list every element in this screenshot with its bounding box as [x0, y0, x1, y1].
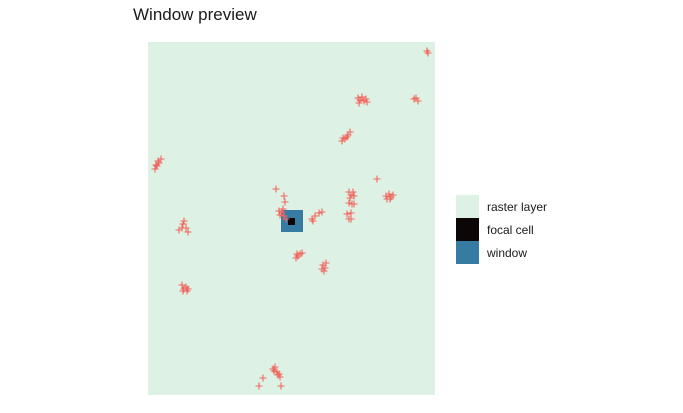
point-marker [345, 199, 353, 207]
point-marker [386, 195, 394, 203]
legend-label-raster: raster layer [487, 199, 548, 214]
point-marker [179, 220, 187, 228]
point-marker [183, 287, 191, 295]
point-marker [424, 49, 432, 57]
point-marker [318, 265, 326, 273]
point-marker [259, 374, 267, 382]
point-marker [315, 209, 323, 217]
point-marker [322, 259, 330, 267]
point-marker [272, 185, 280, 193]
point-marker [184, 228, 192, 236]
point-marker [309, 217, 317, 225]
legend-key-window [456, 241, 479, 264]
point-marker [280, 192, 288, 200]
point-marker [346, 128, 354, 136]
legend-key-focal [456, 218, 479, 241]
plot-panel [148, 42, 435, 395]
point-marker [178, 281, 186, 289]
legend: raster layer focal cell window [456, 195, 547, 264]
point-marker [311, 212, 319, 220]
point-marker [347, 215, 355, 223]
point-marker [346, 194, 354, 202]
point-marker [343, 133, 351, 141]
point-marker [358, 93, 366, 101]
legend-item-raster: raster layer [456, 195, 547, 218]
point-marker [277, 382, 285, 390]
point-marker [282, 215, 290, 223]
point-marker [175, 226, 183, 234]
point-marker [355, 99, 363, 107]
point-marker [362, 95, 370, 103]
legend-label-window: window [487, 245, 528, 260]
point-marker [363, 98, 371, 106]
point-marker [270, 367, 278, 375]
point-marker [255, 382, 263, 390]
focal-cell [288, 218, 295, 225]
point-marker [182, 224, 190, 232]
point-marker [180, 217, 188, 225]
point-marker [276, 373, 284, 381]
point-marker [412, 94, 420, 102]
point-marker [275, 207, 283, 215]
point-marker [350, 192, 358, 200]
legend-item-focal: focal cell [456, 218, 547, 241]
point-marker [350, 200, 358, 208]
point-marker [389, 191, 397, 199]
point-marker [271, 363, 279, 371]
point-marker [298, 249, 306, 257]
point-marker [278, 208, 286, 216]
point-marker [349, 188, 357, 196]
legend-key-raster [456, 195, 479, 218]
point-marker [339, 134, 347, 142]
point-marker [279, 205, 287, 213]
point-marker [293, 250, 301, 258]
legend-label-focal: focal cell [487, 222, 534, 237]
point-marker [318, 208, 326, 216]
legend-item-window: window [456, 241, 547, 264]
point-marker [154, 157, 162, 165]
point-marker [347, 209, 355, 217]
point-marker [373, 175, 381, 183]
point-marker [273, 368, 281, 376]
point-marker [152, 161, 160, 169]
point-marker [321, 264, 329, 272]
chart-title: Window preview [133, 5, 257, 24]
point-marker [281, 198, 289, 206]
point-marker [343, 210, 351, 218]
